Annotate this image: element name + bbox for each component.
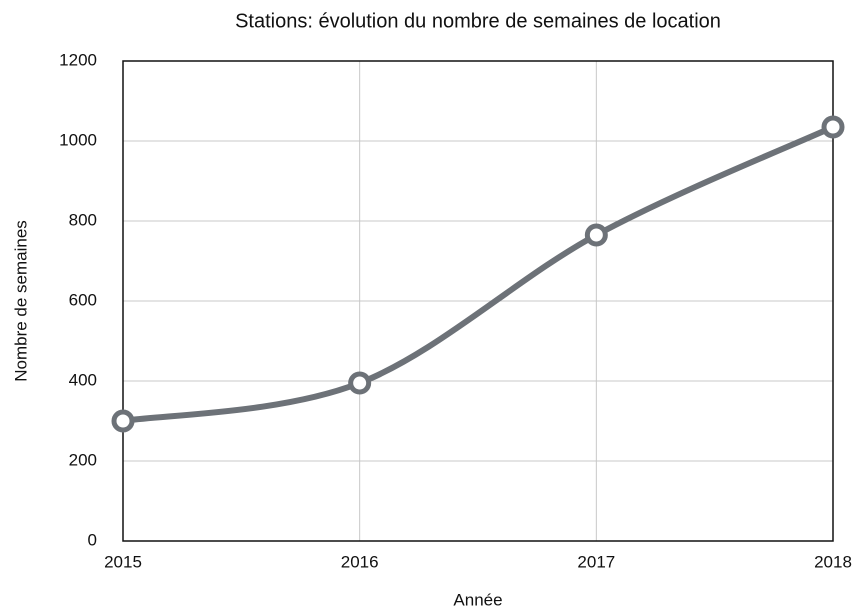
x-axis-label: Année xyxy=(453,590,502,609)
point xyxy=(111,409,135,433)
y-tick-label: 1000 xyxy=(59,130,97,149)
x-tick-label: 2015 xyxy=(104,552,142,571)
x-tick-label: 2018 xyxy=(814,552,852,571)
line xyxy=(120,124,836,424)
point xyxy=(348,371,372,395)
point xyxy=(584,223,608,247)
point xyxy=(821,115,845,139)
y-tick-label: 400 xyxy=(69,370,97,389)
chart-title: Stations: évolution du nombre de semaine… xyxy=(235,10,721,32)
y-tick-label: 600 xyxy=(69,290,97,309)
x-tick-label: 2016 xyxy=(341,552,379,571)
y-tick-label: 800 xyxy=(69,210,97,229)
y-tick-label: 1200 xyxy=(59,50,97,69)
x-tick-label: 2017 xyxy=(577,552,615,571)
y-tick-label: 0 xyxy=(88,530,97,549)
y-tick-label: 200 xyxy=(69,450,97,469)
plot-frame xyxy=(122,60,834,542)
y-axis-label: Nombre de semaines xyxy=(11,220,30,382)
